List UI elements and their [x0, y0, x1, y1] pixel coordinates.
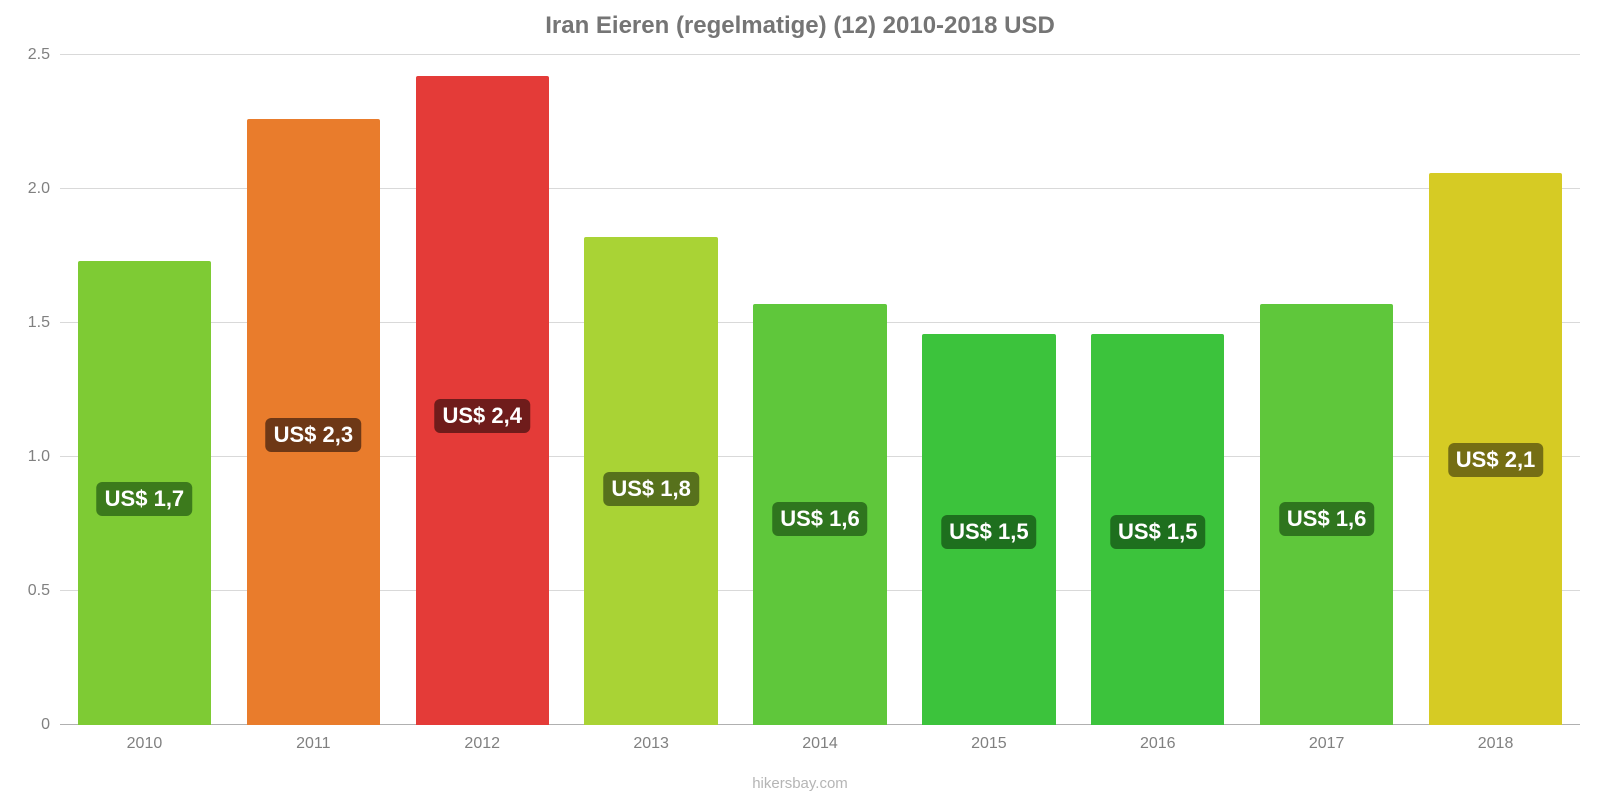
- x-tick-label: 2015: [971, 735, 1007, 753]
- x-tick-label: 2013: [633, 735, 669, 753]
- y-tick-label: 0: [41, 716, 50, 734]
- chart-area: 00.51.01.52.02.5 US$ 1,7US$ 2,3US$ 2,4US…: [60, 55, 1580, 725]
- bar-value-label: US$ 2,1: [1448, 443, 1544, 477]
- bars-container: US$ 1,7 US$ 2,3 US$ 2,4 US$ 1,8 US$ 1,6 US$ 1…: [60, 55, 1580, 725]
- x-tick-label: 2017: [1309, 735, 1345, 753]
- bar-value-label: US$ 1,5: [941, 515, 1037, 549]
- bar-value-label: US$ 2,4: [434, 399, 530, 433]
- x-tick-label: 2014: [802, 735, 838, 753]
- y-tick-label: 1.0: [28, 448, 50, 466]
- bar-value-label: US$ 1,8: [603, 472, 699, 506]
- bar: US$ 1,6: [1260, 304, 1393, 725]
- x-tick-label: 2012: [464, 735, 500, 753]
- bar: US$ 1,5: [922, 334, 1055, 725]
- bar: US$ 1,8: [584, 237, 717, 725]
- bar-value-label: US$ 1,5: [1110, 515, 1206, 549]
- bar-value-label: US$ 1,7: [97, 482, 193, 516]
- bar: US$ 2,1: [1429, 173, 1562, 725]
- plot-area: 00.51.01.52.02.5 US$ 1,7US$ 2,3US$ 2,4US…: [60, 55, 1580, 725]
- bar-value-label: US$ 1,6: [772, 502, 868, 536]
- x-tick-label: 2011: [296, 735, 330, 753]
- y-tick-label: 0.5: [28, 582, 50, 600]
- attribution-text: hikersbay.com: [0, 775, 1600, 792]
- bar: US$ 2,4: [416, 76, 549, 725]
- bar: US$ 1,6: [753, 304, 886, 725]
- bar-value-label: US$ 2,3: [266, 418, 362, 452]
- bar: US$ 1,5: [1091, 334, 1224, 725]
- x-tick-label: 2010: [127, 735, 163, 753]
- chart-title: Iran Eieren (regelmatige) (12) 2010-2018…: [0, 0, 1600, 40]
- bar-value-label: US$ 1,6: [1279, 502, 1375, 536]
- y-tick-label: 1.5: [28, 314, 50, 332]
- y-tick-label: 2.5: [28, 46, 50, 64]
- bar: US$ 1,7: [78, 261, 211, 725]
- x-tick-label: 2016: [1140, 735, 1176, 753]
- y-tick-label: 2.0: [28, 180, 50, 198]
- bar: US$ 2,3: [247, 119, 380, 725]
- x-tick-label: 2018: [1478, 735, 1514, 753]
